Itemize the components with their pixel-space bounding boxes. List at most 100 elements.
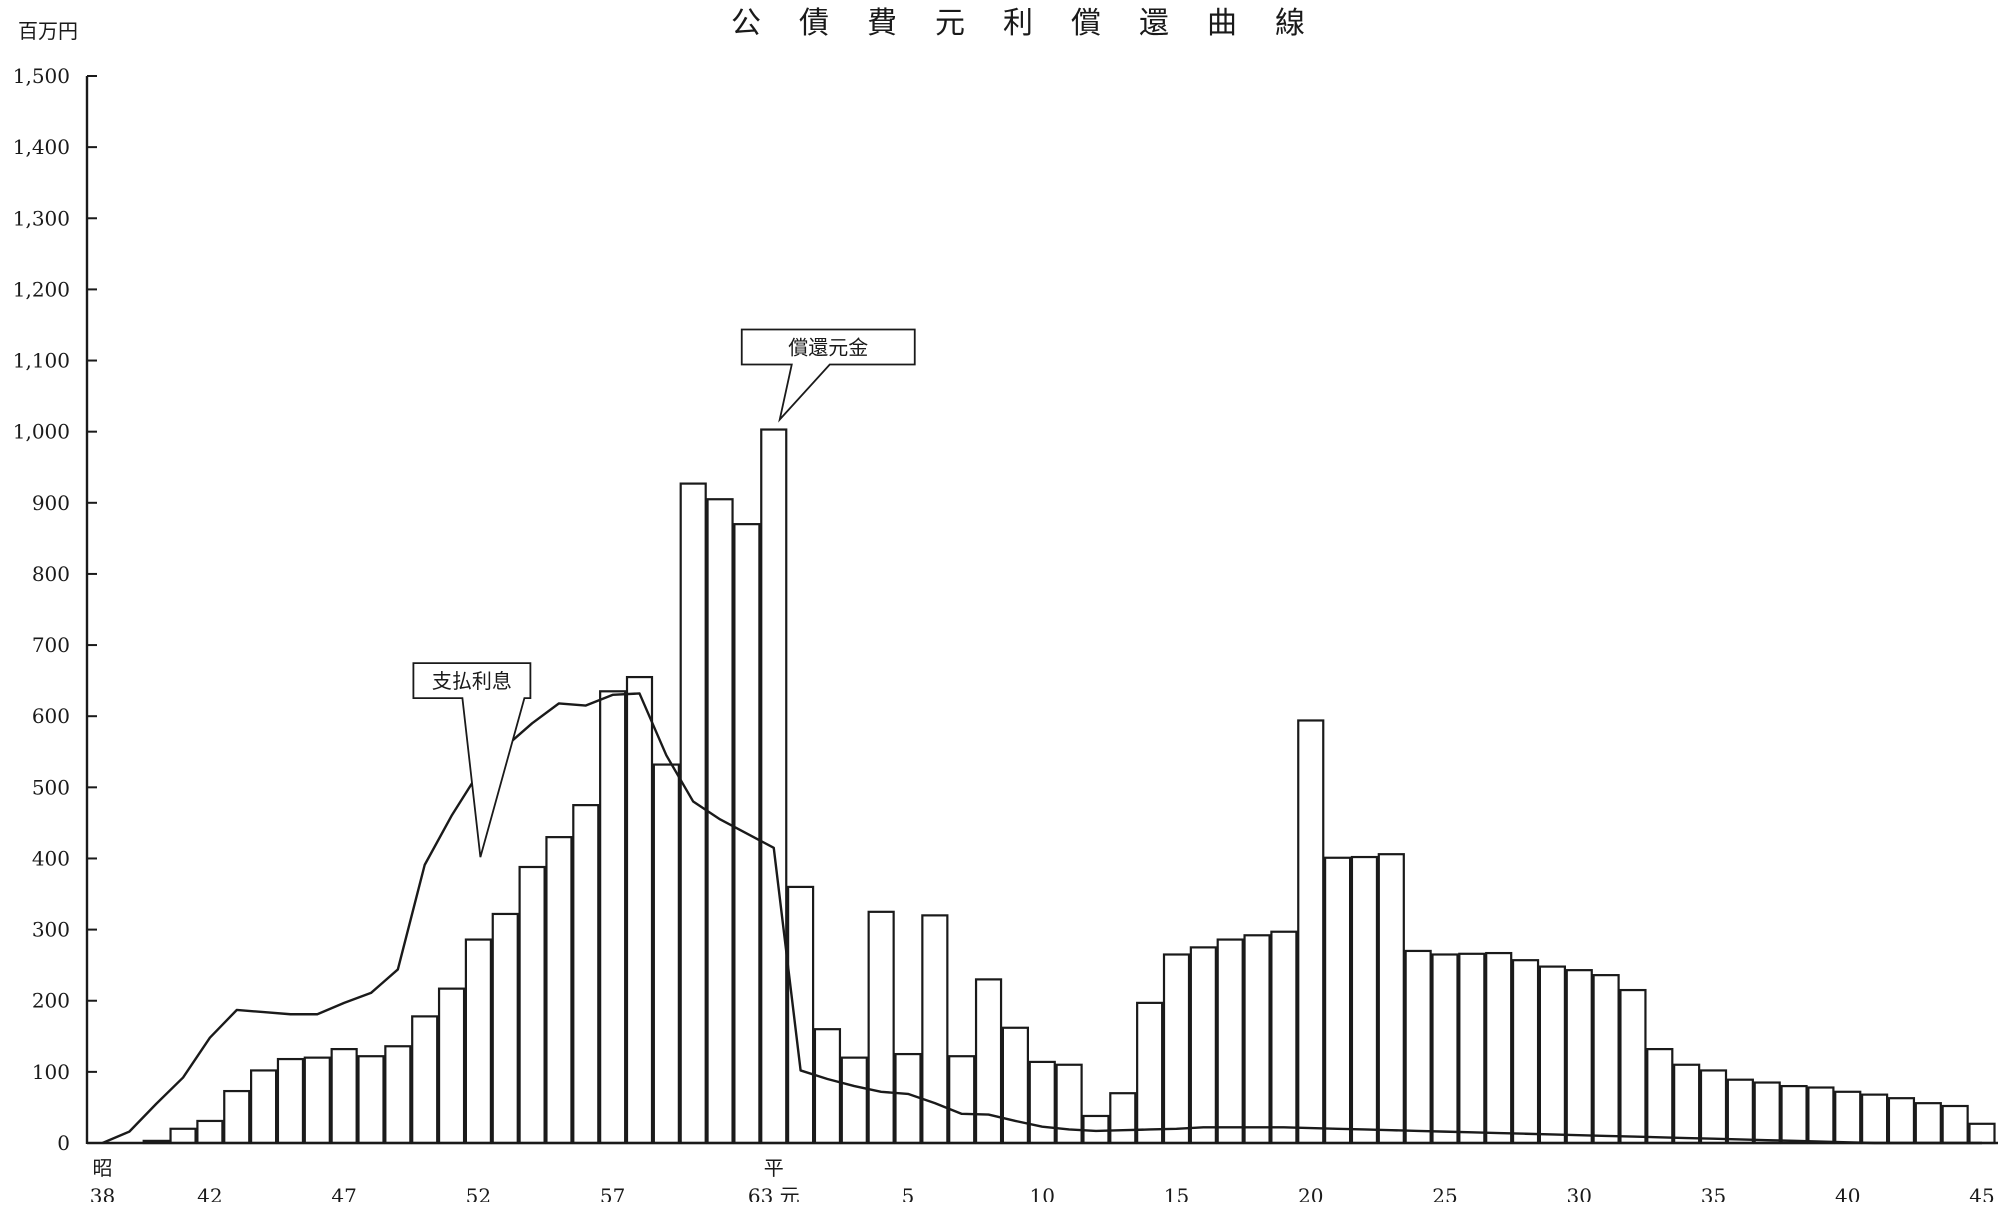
bar (545, 836, 573, 1145)
line-series-interest (102, 692, 1982, 1145)
chart-title: 公 債 費 元 利 償 還 曲 線 (731, 6, 1309, 41)
bar (411, 1015, 439, 1145)
x-tick-label: 10 (1030, 1184, 1055, 1202)
y-unit-label: 百万円 (18, 19, 78, 43)
bar (491, 912, 519, 1145)
bar (1565, 969, 1593, 1145)
y-tick-label: 1,400 (13, 135, 70, 159)
bar (1511, 959, 1540, 1145)
x-tick-label: 42 (197, 1184, 222, 1202)
bar (625, 675, 654, 1145)
line-interest (102, 692, 1982, 1145)
bar (1485, 951, 1513, 1145)
bar (223, 1089, 251, 1145)
bar (303, 1056, 331, 1145)
x-tick-label: 20 (1298, 1184, 1323, 1202)
bar (1834, 1090, 1862, 1145)
bar (1673, 1063, 1701, 1145)
bar (1753, 1081, 1781, 1145)
x-tick-label: 45 (1969, 1184, 1994, 1202)
bar (384, 1045, 412, 1145)
bar (1350, 855, 1379, 1145)
bar (437, 987, 466, 1145)
bar (1592, 974, 1620, 1145)
x-tick-label: 5 (902, 1184, 915, 1202)
x-tick-label: 15 (1164, 1184, 1189, 1202)
y-tick-label: 900 (32, 491, 70, 515)
bar (840, 1056, 868, 1145)
bar (1780, 1084, 1808, 1145)
x-tick-label: 30 (1567, 1184, 1592, 1202)
y-tick-label: 0 (57, 1131, 70, 1155)
bar (867, 910, 895, 1145)
y-tick-label: 1,200 (13, 277, 70, 301)
bar (813, 1028, 842, 1145)
x-tick-label: 47 (331, 1184, 356, 1202)
bar (1646, 1047, 1674, 1145)
y-tick-label: 1,100 (13, 349, 70, 373)
bar (1001, 1026, 1030, 1145)
bar (1243, 934, 1271, 1145)
bar (1055, 1063, 1083, 1145)
bar-series-principal (142, 428, 1996, 1145)
y-tick-label: 700 (32, 633, 70, 657)
x-tick-label-era: 平 (764, 1156, 784, 1180)
y-tick-label: 500 (32, 775, 70, 799)
bar (948, 1055, 976, 1145)
bar (1270, 930, 1298, 1145)
bar (1914, 1102, 1942, 1145)
x-tick-label: 52 (466, 1184, 491, 1202)
bar (1216, 938, 1244, 1145)
x-tick-label: 25 (1432, 1184, 1457, 1202)
bar (1431, 953, 1459, 1145)
y-tick-label: 200 (32, 989, 70, 1013)
bar (196, 1119, 224, 1145)
bar (1162, 953, 1191, 1145)
bar (1860, 1093, 1889, 1145)
bar (1297, 719, 1325, 1145)
bar (706, 498, 734, 1145)
callout-interest-box (412, 662, 532, 858)
bar (1726, 1078, 1754, 1145)
bar (518, 865, 546, 1145)
axes: 0 100 200 300 400 500 600 700 800 900 1,000 1,100 1,… (13, 64, 1998, 1206)
bar (921, 914, 949, 1145)
bar (1699, 1069, 1728, 1145)
y-tick-label: 800 (32, 562, 70, 586)
y-tick-label: 400 (32, 846, 70, 870)
bar (357, 1055, 385, 1145)
x-tick-label: 40 (1835, 1184, 1860, 1202)
bar (974, 978, 1003, 1145)
x-tick-label: 35 (1701, 1184, 1726, 1202)
bar (1404, 949, 1432, 1145)
y-tick-label: 1,500 (13, 64, 70, 88)
bar (1807, 1086, 1835, 1145)
callout-principal-box (740, 328, 916, 423)
bar (1189, 946, 1217, 1145)
bar (276, 1057, 305, 1145)
x-tick-label: 63 元 (748, 1184, 800, 1202)
bar (786, 885, 815, 1145)
bar (1887, 1097, 1916, 1145)
callout-interest-label: 支払利息 (432, 669, 512, 693)
callout-principal-label: 償還元金 (788, 336, 868, 360)
bar (679, 482, 707, 1145)
x-tick-label-era: 昭 (93, 1156, 113, 1180)
bar (250, 1069, 278, 1145)
bar (1136, 1001, 1164, 1145)
y-tick-label: 600 (32, 704, 70, 728)
bar (652, 763, 680, 1145)
bar (1377, 853, 1405, 1145)
bar (1538, 965, 1567, 1145)
bar (1619, 988, 1647, 1145)
bar (330, 1047, 358, 1145)
bar (1028, 1060, 1056, 1145)
y-tick-label: 300 (32, 918, 70, 942)
bar (572, 804, 600, 1145)
bar (1968, 1122, 1996, 1145)
bar (760, 428, 788, 1145)
x-tick-label: 57 (600, 1184, 625, 1202)
